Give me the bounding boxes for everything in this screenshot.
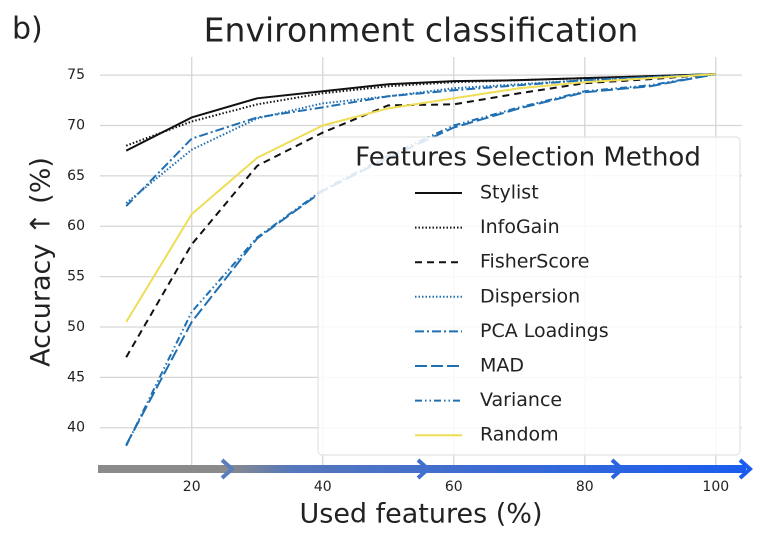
x-tick-label: 20	[183, 479, 201, 495]
y-axis-label: Accuracy ↑ (%)	[26, 157, 57, 367]
x-tick-label: 80	[576, 479, 594, 495]
series-line	[125, 73, 716, 358]
legend-box	[317, 136, 741, 456]
series-line	[125, 73, 716, 207]
legend-label: PCA Loadings	[480, 320, 609, 342]
progress-arrows	[98, 458, 753, 480]
chart-title: Environment classification	[204, 11, 639, 50]
x-axis-label: Used features (%)	[299, 499, 542, 530]
panel-label: b)	[12, 12, 43, 47]
legend-label: InfoGain	[480, 216, 560, 238]
y-tick-label: 55	[67, 269, 85, 285]
legend-label: FisherScore	[480, 251, 589, 273]
y-tick-label: 65	[67, 168, 85, 184]
y-tick-label: 75	[67, 67, 85, 83]
y-tick-label: 45	[67, 369, 85, 385]
series-line	[125, 73, 716, 323]
x-tick-label: 60	[445, 479, 463, 495]
legend-label: Random	[480, 424, 559, 446]
legend: Stylist InfoGain FisherScore Dispersion PCA …	[415, 182, 609, 446]
x-tick-label: 100	[702, 479, 729, 495]
series-line	[125, 73, 716, 152]
y-tick-label: 60	[67, 218, 85, 234]
legend-title: Features Selection Method	[355, 143, 701, 173]
y-tick-label: 70	[67, 118, 85, 134]
legend-label: Variance	[480, 389, 562, 411]
legend-label: Stylist	[480, 182, 539, 204]
y-tick-label: 40	[67, 420, 85, 436]
series-line	[125, 73, 716, 204]
legend-label: Dispersion	[480, 285, 580, 307]
x-tick-label: 40	[314, 479, 332, 495]
y-tick-label: 50	[67, 319, 85, 335]
legend-label: MAD	[480, 355, 524, 377]
